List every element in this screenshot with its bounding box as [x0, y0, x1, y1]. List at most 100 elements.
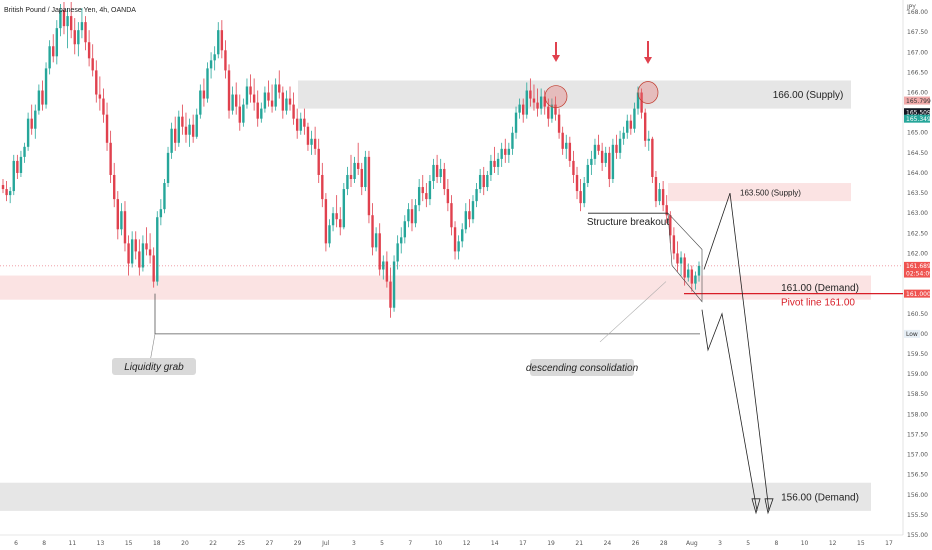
candle-body — [496, 158, 500, 167]
price-label-text: 165.349 — [906, 116, 931, 123]
candle — [582, 176, 586, 208]
candle — [572, 150, 575, 184]
candle-body — [191, 124, 195, 137]
candle-body — [84, 22, 87, 43]
candle-body — [69, 16, 73, 31]
candle-body — [195, 114, 198, 137]
candle-body — [378, 233, 381, 270]
time-tick-label: 22 — [209, 540, 217, 547]
candle-body — [475, 189, 478, 202]
candle-body — [525, 90, 528, 115]
candle — [626, 114, 629, 139]
candle — [245, 78, 249, 109]
candle-body — [145, 243, 148, 250]
candle-body — [138, 251, 141, 268]
candle — [191, 114, 195, 143]
candle — [299, 112, 302, 135]
candle — [41, 80, 44, 111]
price-tick-label: 164.50 — [907, 150, 928, 157]
candle — [1, 179, 5, 194]
candle — [669, 211, 672, 244]
projection-arrow-a — [764, 498, 774, 515]
candle — [278, 70, 281, 99]
price-tick-label: 166.50 — [907, 69, 928, 76]
symbol-title: British Pound / Japanese Yen, 4h, OANDA — [4, 7, 136, 14]
candle-body — [561, 132, 564, 149]
candle — [209, 52, 213, 79]
liquidity-pointer — [149, 333, 156, 363]
candle-body — [95, 70, 98, 95]
candle-body — [249, 86, 252, 95]
candle-body — [8, 191, 12, 196]
candle-body — [62, 10, 66, 27]
candle-body — [278, 84, 281, 93]
candles-layer — [1, 2, 701, 318]
candle-body — [113, 174, 116, 200]
candle-body — [435, 164, 439, 177]
time-tick-label: 6 — [14, 540, 18, 547]
candle-body — [683, 257, 686, 278]
candle-body — [611, 144, 615, 180]
candle-body — [156, 217, 159, 282]
candle — [554, 96, 557, 121]
candle — [633, 102, 636, 133]
price-label-box — [904, 114, 930, 123]
candle-body — [209, 60, 213, 69]
candle — [453, 221, 457, 260]
structure-breakout-label: Structure breakout — [587, 217, 669, 228]
candle-body — [12, 160, 15, 192]
projection-arrow-b — [751, 498, 761, 515]
candle-body — [382, 261, 385, 270]
candle-body — [658, 189, 661, 202]
candle-body — [220, 30, 224, 51]
candle — [536, 88, 539, 117]
candle-body — [654, 176, 658, 202]
candle-body — [633, 108, 636, 129]
candle — [428, 174, 432, 206]
candle — [220, 20, 224, 59]
candle-body — [468, 211, 471, 220]
candle — [586, 158, 589, 188]
candle — [604, 146, 607, 167]
candle-body — [547, 106, 550, 119]
price-tick-label: 166.00 — [907, 90, 928, 97]
candle-body — [227, 70, 231, 111]
candle — [349, 154, 353, 188]
candle — [34, 104, 37, 139]
candle-body — [364, 156, 367, 188]
candle-body — [116, 199, 120, 230]
candle-body — [572, 160, 575, 175]
candle-body — [109, 142, 112, 175]
candle-body — [34, 110, 37, 129]
currency-label: JPY — [906, 4, 916, 11]
price-tick-label: 167.00 — [907, 49, 928, 56]
candle-body — [80, 22, 84, 31]
candle-body — [292, 104, 295, 119]
zone-band — [0, 482, 871, 511]
candle — [568, 136, 572, 167]
price-label-box — [904, 108, 930, 117]
candle — [141, 235, 145, 272]
candle — [148, 233, 152, 264]
candle — [195, 108, 198, 139]
candle — [611, 138, 615, 184]
candle — [482, 166, 485, 196]
time-axis[interactable]: 6 8 11 13 15 18 20 22 25 27 29 Jul 3 5 7 10 12 14 17 19 21 24… — [14, 540, 893, 547]
candle-body — [73, 30, 76, 45]
candle — [353, 156, 356, 184]
time-tick-label: 3 — [352, 540, 356, 547]
candle — [335, 195, 338, 228]
candle-body — [417, 187, 421, 206]
candle — [410, 199, 414, 232]
candle — [202, 78, 206, 107]
candle — [590, 150, 593, 175]
candle-body — [234, 94, 238, 107]
price-tick-label: 155.50 — [907, 512, 928, 519]
candle — [12, 154, 15, 196]
candle — [331, 207, 335, 232]
time-tick-label: 12 — [829, 540, 837, 547]
zone-label: 163.500 (Supply) — [740, 189, 801, 198]
candle — [457, 235, 460, 260]
candle — [679, 251, 683, 276]
